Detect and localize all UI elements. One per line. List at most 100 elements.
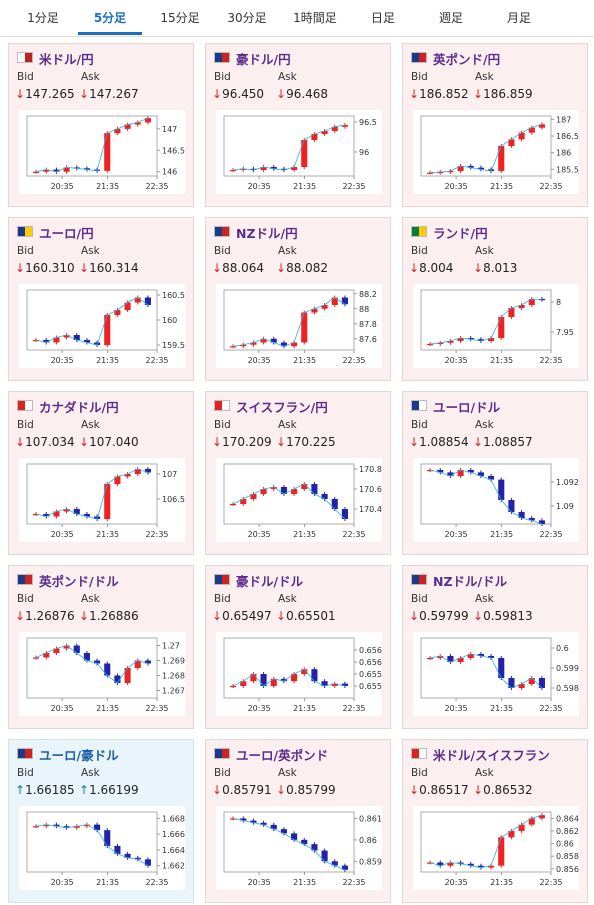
- ask-value: ↓107.040: [79, 435, 139, 449]
- mini-chart: 0.859 0.86 0.861 20:35 21:35 22:35: [216, 806, 382, 890]
- bid-arrow: ↓: [212, 87, 223, 101]
- tab[interactable]: 日足: [370, 11, 395, 25]
- candle: [457, 166, 464, 171]
- candle: [331, 297, 338, 305]
- quote-card[interactable]: ユーロ/円 Bid Ask ↓160.310 ↓160.314 159.5 160 160.5…: [8, 217, 194, 381]
- candle: [457, 470, 464, 476]
- candle: [250, 674, 257, 682]
- candle: [498, 146, 505, 171]
- quote-card[interactable]: スイスフラン/円 Bid Ask ↓170.209 ↓170.225 170.4 170.6…: [205, 391, 391, 555]
- candle: [301, 484, 308, 489]
- y-tick-label: 1.666: [162, 830, 185, 839]
- candle: [144, 660, 151, 664]
- ask-arrow: ↓: [79, 87, 90, 101]
- tab[interactable]: 5分足: [78, 9, 142, 35]
- quote-card[interactable]: 豪ドル/ドルBidAsk↓0.65497↓0.655010.6550.65550…: [205, 565, 391, 729]
- close-line: [36, 824, 149, 867]
- plot-frame: [26, 115, 158, 177]
- close-line: [35, 468, 149, 520]
- candle: [124, 853, 131, 858]
- flag: [411, 748, 427, 759]
- x-tick-label: 22:35: [342, 878, 365, 887]
- close-line: [430, 123, 543, 174]
- candle: [437, 470, 444, 473]
- quote-card[interactable]: NZドル/ドル Bid Ask ↓0.59799 ↓0.59813 0.598 0.599 0…: [402, 565, 588, 729]
- bid-price: 147.265: [25, 87, 75, 101]
- close-line: [233, 297, 346, 347]
- ask-label: Ask: [81, 245, 100, 257]
- bid-price: 96.450: [222, 87, 265, 101]
- candle: [270, 487, 277, 489]
- x-tick-label: 20:35: [445, 182, 468, 191]
- x-tick-label: 20:35: [248, 182, 271, 191]
- y-tick-label: 187: [556, 115, 571, 124]
- quote-card[interactable]: 英ポンド/円 Bid Ask ↓186.852 ↓186.859 185.5 186 186.…: [402, 43, 588, 207]
- quote-card[interactable]: 米ドル/円 Bid Ask ↓147.265 ↓147.267 146 146.5 147 20…: [8, 43, 194, 207]
- x-tick-label: 22:35: [342, 182, 365, 191]
- tab[interactable]: 30分足: [227, 11, 267, 25]
- ask-arrow: ↓: [276, 783, 287, 797]
- tab[interactable]: 15分足: [160, 11, 200, 25]
- pair-name: ユーロ/円: [39, 226, 94, 241]
- bid-arrow: ↓: [409, 87, 420, 101]
- bid-label: Bid: [411, 245, 428, 257]
- quote-card[interactable]: カナダドル/円 Bid Ask ↓107.034 ↓107.040 106.5 107 20:…: [8, 391, 194, 555]
- tab[interactable]: 1分足: [27, 11, 59, 25]
- quote-card[interactable]: ユーロ/豪ドル Bid Ask ↑1.66185 ↑1.66199 1.662 1.664 1…: [8, 739, 194, 903]
- candle: [250, 342, 257, 345]
- close-line: [429, 469, 543, 525]
- candle: [538, 520, 545, 524]
- mini-chart: 170.4 170.6 170.8 20:35 21:35 22:35: [216, 458, 382, 542]
- y-tick-label: 88: [359, 305, 369, 314]
- candle: [144, 118, 151, 123]
- ask-arrow: ↓: [473, 87, 484, 101]
- quote-card[interactable]: 米ドル/スイスフラン Bid Ask ↓0.86517 ↓0.86532 0.856 0.8…: [402, 739, 588, 903]
- tab[interactable]: 1時間足: [293, 11, 337, 25]
- flag: [214, 748, 230, 759]
- ask-arrow: ↓: [473, 609, 484, 623]
- tab[interactable]: 月足: [506, 11, 531, 25]
- quote-card[interactable]: ランド/円 Bid Ask ↓8.004 ↓8.013 7.95 8 20:35 21:35 22…: [402, 217, 588, 381]
- candle: [280, 168, 287, 170]
- quote-card[interactable]: ユーロ/ドル Bid Ask ↓1.08854 ↓1.08857 1.09 1.092 20:…: [402, 391, 588, 555]
- candle: [73, 509, 80, 514]
- candle: [311, 484, 318, 494]
- x-tick-label: 21:35: [293, 878, 316, 887]
- tab[interactable]: 週足: [438, 11, 463, 25]
- ask-value: ↓1.08857: [473, 435, 533, 449]
- ask-value: ↓160.314: [79, 261, 139, 275]
- candle: [321, 850, 328, 862]
- bid-label: Bid: [411, 767, 428, 779]
- candle: [33, 340, 40, 342]
- candle: [467, 166, 474, 168]
- candle: [467, 338, 474, 340]
- close-line: [430, 653, 543, 689]
- candle: [427, 862, 434, 864]
- quote-card[interactable]: 英ポンド/ドル Bid Ask ↓1.26876 ↓1.26886 1.267 1.268 1…: [8, 565, 194, 729]
- mini-chart: 159.5 160 160.5 20:35 21:35 22:35: [19, 284, 185, 368]
- y-tick-label: 1.268: [162, 672, 185, 681]
- candle: [538, 124, 545, 128]
- ask-price: 1.66199: [89, 783, 139, 797]
- bid-price: 107.034: [25, 435, 75, 449]
- candle: [104, 830, 111, 846]
- y-tick-label: 1.664: [162, 846, 185, 855]
- x-tick-label: 21:35: [490, 530, 513, 539]
- candle: [280, 342, 287, 347]
- candle: [301, 839, 308, 845]
- ask-label: Ask: [475, 245, 494, 257]
- candle: [250, 494, 257, 499]
- quote-card[interactable]: NZドル/円 Bid Ask ↓88.064 ↓88.082 87.6 87.8 88 88.2…: [205, 217, 391, 381]
- candle: [508, 678, 515, 688]
- quote-card[interactable]: 豪ドル/円 Bid Ask ↓96.450 ↓96.468 96 96.5 20:35 21:3…: [205, 43, 391, 207]
- plot-frame: [26, 811, 158, 873]
- quote-card[interactable]: ユーロ/英ポンド Bid Ask ↓0.85791 ↓0.85799 0.859 0.86 0…: [205, 739, 391, 903]
- candle: [250, 820, 257, 823]
- candle: [518, 132, 525, 140]
- bid-value: ↓88.064: [212, 261, 264, 275]
- bid-value: ↓96.450: [212, 87, 264, 101]
- ask-price: 170.225: [286, 435, 336, 449]
- candle: [43, 653, 50, 658]
- ask-price: 160.314: [89, 261, 139, 275]
